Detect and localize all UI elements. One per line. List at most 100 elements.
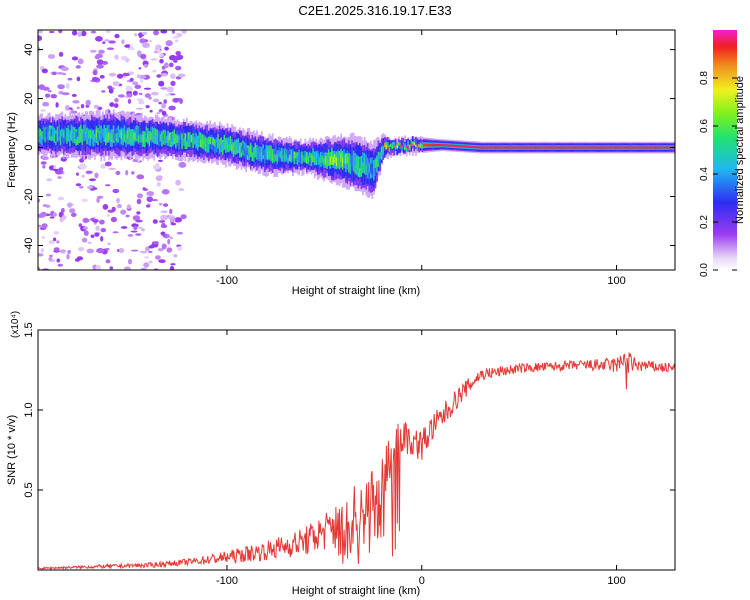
spectrogram-band-cell bbox=[309, 151, 311, 158]
spectrogram-band-cell bbox=[486, 146, 489, 149]
spectrogram-band-cell bbox=[204, 136, 207, 144]
spectrogram-band-cell bbox=[541, 146, 544, 149]
spectrogram-band-cell bbox=[323, 158, 325, 166]
spectrogram-noise-cell bbox=[66, 253, 70, 260]
spectrogram-band-cell bbox=[368, 162, 371, 174]
spectrogram-noise-cell bbox=[141, 228, 145, 232]
spectrogram-noise-cell bbox=[121, 39, 125, 45]
spectrogram-noise-cell bbox=[181, 30, 187, 34]
spectrogram-noise-cell bbox=[75, 172, 80, 176]
spectrogram-noise-cell bbox=[79, 163, 87, 170]
spectrogram-noise-cell bbox=[92, 69, 98, 76]
spectrogram-band-cell bbox=[38, 133, 40, 141]
spectrogram-noise-cell bbox=[130, 249, 139, 252]
spectrogram-noise-cell bbox=[125, 214, 130, 218]
spectrogram-noise-cell bbox=[175, 51, 181, 56]
spectrogram-band-cell bbox=[611, 146, 614, 149]
spectrogram-noise-cell bbox=[47, 90, 52, 93]
spectrogram-noise-cell bbox=[144, 256, 150, 259]
spectrogram-band-cell bbox=[108, 132, 110, 141]
spectrogram-band-cell bbox=[597, 146, 600, 149]
spectrogram-band-cell bbox=[84, 129, 87, 138]
spectrogram-noise-cell bbox=[56, 72, 64, 75]
spectrogram-noise-cell bbox=[124, 266, 131, 270]
spectrogram-noise-cell bbox=[146, 196, 154, 203]
spectrogram-band-cell bbox=[605, 146, 608, 149]
spectrogram-band-cell bbox=[131, 133, 134, 142]
spectrogram-band-cell bbox=[287, 151, 290, 158]
spectrogram-band-cell bbox=[59, 131, 62, 140]
spectrogram-band-cell bbox=[101, 129, 104, 138]
spectrogram-band-cell bbox=[401, 145, 403, 151]
spectrogram-noise-cell bbox=[127, 98, 132, 104]
spectrogram-band-cell bbox=[181, 134, 184, 149]
spectrogram-band-cell bbox=[552, 146, 555, 149]
spectrogram-noise-cell bbox=[90, 234, 95, 238]
spectrogram-noise-cell bbox=[120, 209, 127, 215]
spectrogram-noise-cell bbox=[38, 30, 43, 34]
spectrogram-band-cell bbox=[139, 134, 142, 143]
spectrogram-noise-cell bbox=[152, 69, 157, 73]
spectrogram-band-cell bbox=[488, 146, 491, 149]
spectrogram-band-cell bbox=[362, 152, 364, 173]
spectrogram-noise-cell bbox=[80, 30, 87, 37]
spectrogram-noise-cell bbox=[99, 75, 105, 79]
spectrogram-noise-cell bbox=[38, 253, 44, 257]
spectrogram-band-cell bbox=[201, 138, 204, 146]
spectrogram-noise-cell bbox=[108, 72, 117, 77]
spectrogram-band-cell bbox=[625, 146, 628, 149]
spectrogram-band-cell bbox=[87, 130, 90, 139]
spectrogram-band-cell bbox=[50, 128, 53, 137]
spectrogram-noise-cell bbox=[153, 98, 160, 103]
spectrogram-noise-cell bbox=[52, 212, 57, 217]
spectrogram-band-cell bbox=[561, 146, 564, 149]
spectrogram-band-cell bbox=[614, 146, 617, 149]
spectrogram-band-cell bbox=[197, 136, 199, 144]
spectrogram-band-cell bbox=[168, 133, 171, 141]
spectrogram-noise-cell bbox=[172, 36, 180, 39]
spectrogram-noise-cell bbox=[159, 220, 166, 223]
spectrogram-band-cell bbox=[321, 155, 324, 164]
spectrogram-band-cell bbox=[175, 137, 177, 145]
spectrogram-noise-cell bbox=[112, 188, 120, 194]
colorbar-tick-label: 0.8 bbox=[699, 71, 710, 85]
snr-x-tick-label: 0 bbox=[419, 575, 425, 587]
spectrogram-band-cell bbox=[158, 130, 160, 139]
spectrogram-noise-cell bbox=[142, 187, 146, 190]
snr-y-tick-label: 1.0 bbox=[23, 402, 35, 417]
snr-y-axis-label: SNR (10 * v/v) bbox=[6, 415, 18, 485]
spectrogram-band-cell bbox=[77, 128, 79, 145]
spectrogram-band-cell bbox=[398, 143, 400, 154]
spectrogram-band-cell bbox=[232, 142, 235, 157]
spectrogram-noise-cell bbox=[113, 103, 119, 108]
spectrogram-band-cell bbox=[119, 129, 121, 138]
spectrogram-band-cell bbox=[128, 130, 131, 139]
spectrogram-band-cell bbox=[493, 146, 495, 149]
spectrogram-band-cell bbox=[466, 145, 469, 148]
spectrogram-band-cell bbox=[518, 146, 520, 149]
spectrogram-band-cell bbox=[221, 141, 224, 149]
spectrogram-band-cell bbox=[555, 146, 558, 149]
snr-frame bbox=[37, 329, 676, 571]
spectrogram-noise-cell bbox=[158, 80, 165, 87]
spectrogram-noise-cell bbox=[137, 50, 142, 57]
spectrogram-band-cell bbox=[92, 131, 95, 140]
spectrogram-band-cell bbox=[80, 134, 82, 143]
spectrogram-band-cell bbox=[504, 146, 506, 149]
spectrogram-noise-cell bbox=[136, 174, 145, 180]
spectrogram-band-cell bbox=[413, 142, 416, 146]
spectrogram-band-cell bbox=[148, 132, 151, 140]
spectrogram-noise-cell bbox=[175, 65, 182, 71]
spectrogram-band-cell bbox=[142, 134, 145, 143]
spectrogram-band-cell bbox=[161, 136, 163, 145]
spectrogram-noise-cell bbox=[53, 168, 58, 172]
spectrogram-noise-cell bbox=[159, 58, 164, 64]
spectrogram-band-cell bbox=[585, 146, 587, 149]
spectrogram-noise-cell bbox=[49, 216, 55, 219]
spectrogram-band-cell bbox=[485, 146, 488, 149]
spectrogram-band-cell bbox=[158, 131, 160, 147]
spectrogram-noise-cell bbox=[131, 171, 135, 175]
spectrogram-band-cell bbox=[235, 146, 238, 154]
snr-ticks: -100 0 100 0.5 1.0 1.5 bbox=[23, 322, 675, 587]
spectrogram-band-cell bbox=[126, 130, 129, 139]
